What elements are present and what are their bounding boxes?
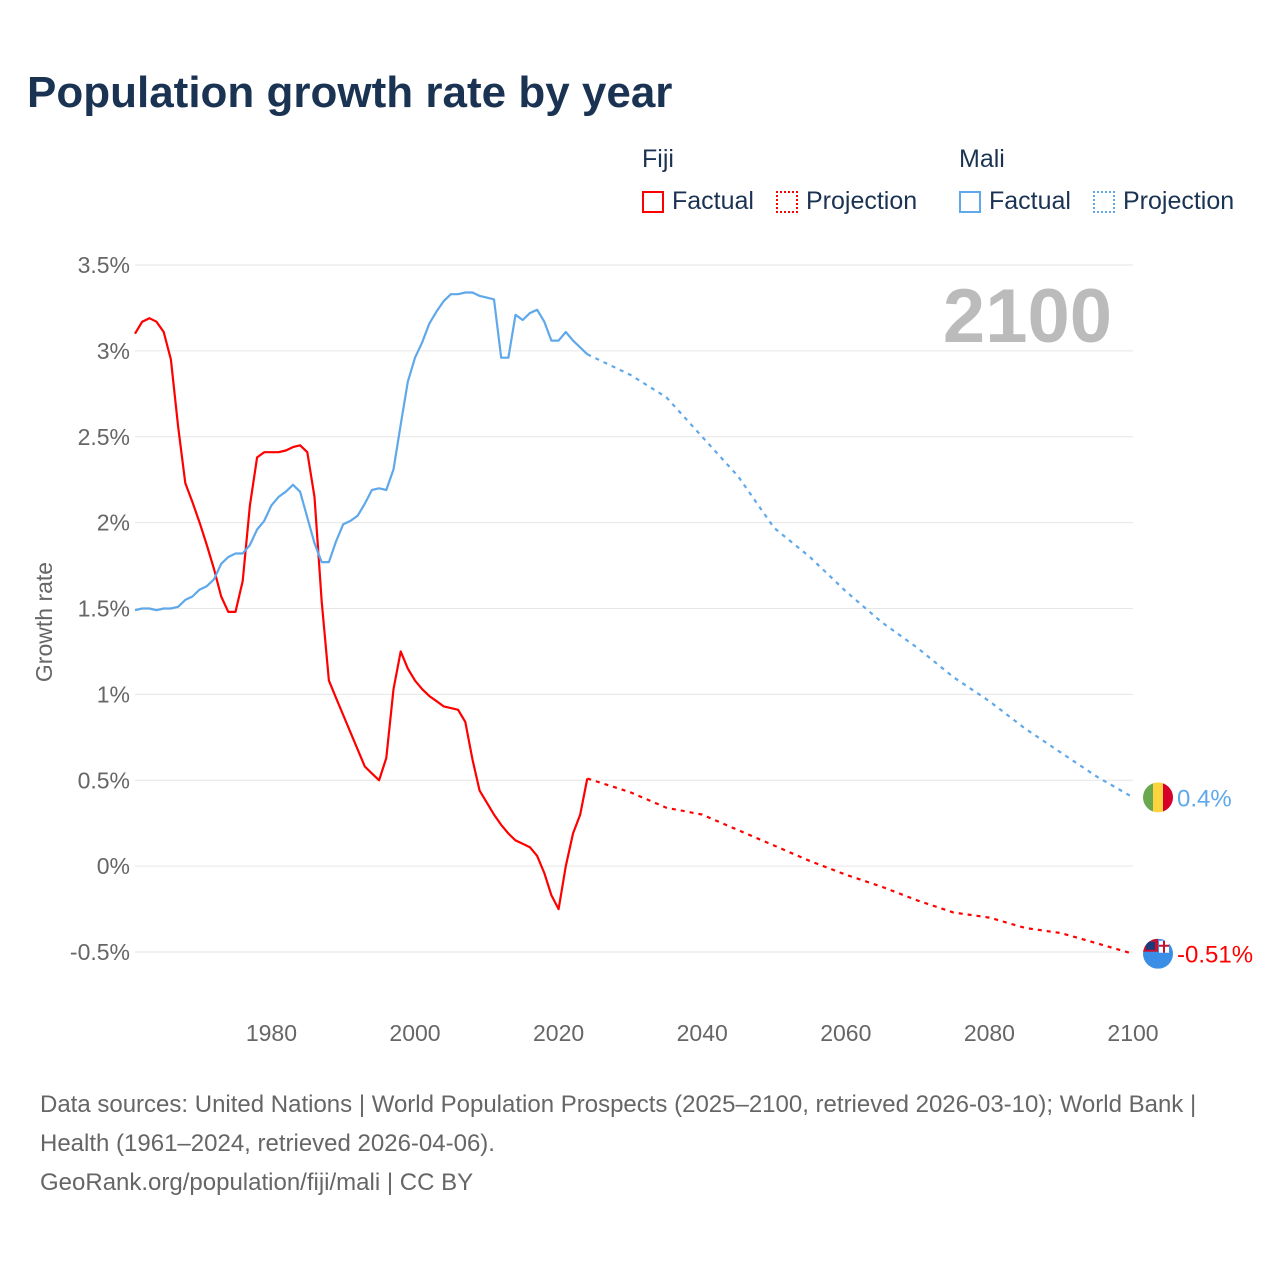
legend-swatch-dotted bbox=[776, 190, 798, 213]
x-tick-label: 2020 bbox=[533, 1020, 584, 1046]
legend-group-fiji: Fiji bbox=[642, 145, 674, 173]
legend-group-mali: Mali bbox=[959, 145, 1005, 173]
mali-projection-line bbox=[586, 353, 1134, 799]
y-axis-label: Growth rate bbox=[31, 562, 57, 682]
legend-mali-projection[interactable]: Projection bbox=[1093, 187, 1234, 216]
y-tick-label: 0.5% bbox=[78, 767, 130, 793]
legend-label: Projection bbox=[806, 187, 918, 215]
credit-link[interactable]: GeoRank.org/population/fiji/mali | CC BY bbox=[40, 1169, 474, 1196]
mali-flag-icon bbox=[1143, 782, 1173, 813]
mali-end-value-label: 0.4% bbox=[1177, 785, 1232, 812]
legend-fiji-factual[interactable]: Factual bbox=[642, 187, 754, 216]
y-tick-label: 1.5% bbox=[78, 596, 130, 622]
legend-label: Factual bbox=[989, 187, 1071, 215]
page-title: Population growth rate by year bbox=[27, 68, 673, 117]
mali-factual-line bbox=[134, 291, 589, 612]
legend-swatch-dotted bbox=[1093, 190, 1115, 213]
x-tick-label: 1980 bbox=[246, 1020, 297, 1046]
fiji-projection-line bbox=[586, 777, 1134, 955]
y-tick-label: 3.5% bbox=[78, 252, 130, 278]
x-tick-label: 2100 bbox=[1107, 1020, 1158, 1046]
y-tick-label: -0.5% bbox=[70, 939, 130, 965]
legend-label: Projection bbox=[1123, 187, 1235, 215]
fiji-factual-line bbox=[134, 317, 589, 911]
year-label: 2100 bbox=[943, 274, 1112, 359]
legend-swatch-solid bbox=[642, 190, 664, 213]
x-tick-label: 2080 bbox=[964, 1020, 1015, 1046]
y-tick-label: 2.5% bbox=[78, 424, 130, 450]
fiji-end-value-label: -0.51% bbox=[1177, 942, 1253, 969]
legend-label: Factual bbox=[672, 187, 754, 215]
y-tick-label: 3% bbox=[97, 338, 130, 364]
x-tick-label: 2040 bbox=[677, 1020, 728, 1046]
legend-mali-factual[interactable]: Factual bbox=[959, 187, 1071, 216]
y-tick-label: 2% bbox=[97, 510, 130, 536]
data-sources: Data sources: United Nations | World Pop… bbox=[40, 1091, 1197, 1157]
y-tick-label: 1% bbox=[97, 681, 130, 707]
x-tick-label: 2000 bbox=[389, 1020, 440, 1046]
legend-swatch-solid bbox=[959, 190, 981, 213]
y-tick-label: 0% bbox=[97, 853, 130, 879]
fiji-flag-icon bbox=[1143, 938, 1173, 969]
x-tick-label: 2060 bbox=[820, 1020, 871, 1046]
legend-fiji-projection[interactable]: Projection bbox=[776, 187, 917, 216]
